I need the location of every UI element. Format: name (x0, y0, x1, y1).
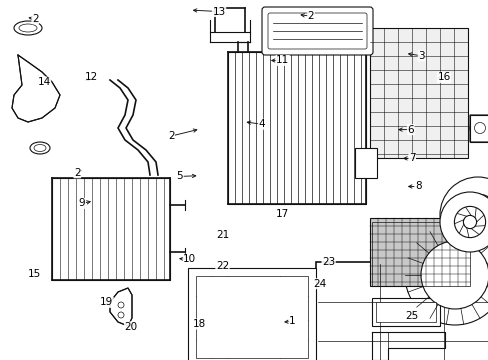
Ellipse shape (118, 312, 124, 318)
Text: 5: 5 (176, 171, 183, 181)
Text: 2: 2 (74, 168, 81, 178)
Text: 15: 15 (27, 269, 41, 279)
Bar (354, 148, 376, 178)
Circle shape (404, 225, 488, 325)
Text: 16: 16 (436, 72, 450, 82)
Text: 8: 8 (414, 181, 421, 192)
Ellipse shape (30, 142, 50, 154)
Bar (187, 268, 315, 360)
Circle shape (456, 194, 488, 236)
Circle shape (420, 241, 488, 309)
Text: 21: 21 (215, 230, 229, 240)
Circle shape (439, 192, 488, 252)
Text: 9: 9 (79, 198, 85, 208)
Bar (227, 52, 365, 204)
Bar (196, 276, 307, 358)
Text: 12: 12 (85, 72, 99, 82)
Text: 6: 6 (407, 125, 413, 135)
Text: 24: 24 (313, 279, 326, 289)
Text: 22: 22 (215, 261, 229, 271)
Bar (315, 262, 488, 360)
Ellipse shape (34, 144, 46, 152)
Polygon shape (469, 115, 488, 142)
Ellipse shape (19, 24, 37, 32)
Text: 14: 14 (37, 77, 51, 87)
FancyBboxPatch shape (262, 7, 372, 55)
Text: 11: 11 (275, 55, 289, 66)
Text: 13: 13 (212, 6, 225, 17)
Bar (52, 178, 170, 280)
Ellipse shape (118, 302, 124, 308)
Text: 10: 10 (183, 254, 196, 264)
Bar (371, 222, 469, 286)
Text: 2: 2 (32, 14, 39, 24)
Text: 19: 19 (100, 297, 113, 307)
Text: 1: 1 (288, 316, 295, 327)
Text: 4: 4 (258, 119, 264, 129)
Text: 17: 17 (275, 209, 289, 219)
Text: 18: 18 (192, 319, 206, 329)
Text: 2: 2 (167, 131, 174, 141)
Text: 2: 2 (307, 11, 314, 21)
Ellipse shape (473, 122, 485, 134)
Text: 23: 23 (321, 257, 335, 267)
Text: 3: 3 (417, 51, 424, 61)
Ellipse shape (469, 118, 488, 138)
FancyBboxPatch shape (267, 13, 366, 49)
Circle shape (439, 177, 488, 253)
Circle shape (468, 207, 486, 223)
Polygon shape (12, 55, 60, 122)
Circle shape (453, 206, 485, 238)
Circle shape (463, 215, 476, 229)
Bar (369, 218, 469, 286)
Text: 25: 25 (404, 311, 418, 321)
Polygon shape (110, 288, 132, 326)
Ellipse shape (14, 21, 42, 35)
Bar (369, 28, 467, 158)
Text: 20: 20 (124, 322, 137, 332)
Bar (375, 302, 435, 322)
Text: 7: 7 (408, 153, 415, 163)
Bar (371, 298, 439, 326)
